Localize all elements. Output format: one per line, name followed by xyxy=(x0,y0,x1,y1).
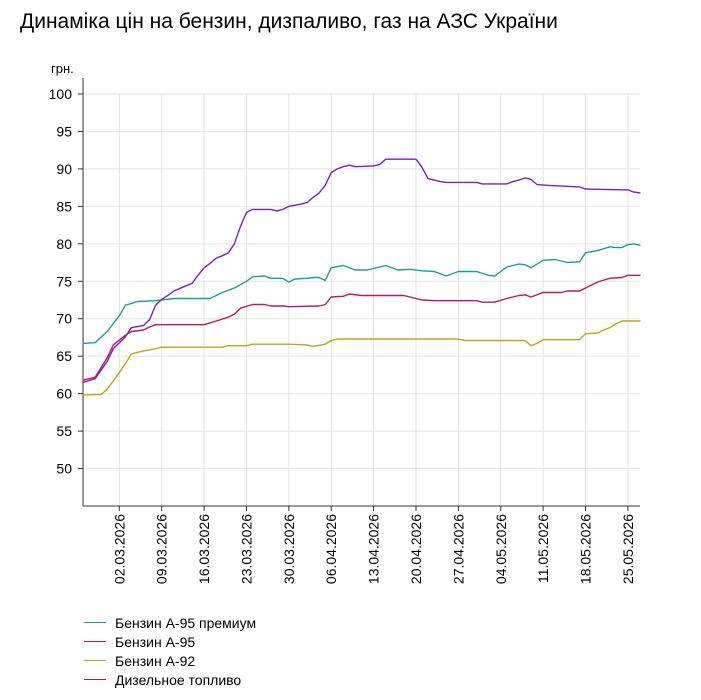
x-tick-label: 04.05.2026 xyxy=(493,514,509,584)
y-tick-label: 65 xyxy=(56,348,72,364)
legend-label: Бензин А-92 xyxy=(115,652,196,669)
x-tick-label: 11.05.2026 xyxy=(535,514,551,583)
x-tick-label: 09.03.2026 xyxy=(154,514,170,584)
chart-legend: Бензин А-95 премиум Бензин А-95 Бензин А-9… xyxy=(84,613,256,689)
series-line-3 xyxy=(82,320,641,396)
legend-swatch xyxy=(84,660,106,661)
legend-item: Дизельное топливо xyxy=(84,670,256,689)
x-tick-label: 30.03.2026 xyxy=(281,514,297,584)
x-tick-label: 27.04.2026 xyxy=(450,514,466,584)
legend-item: Бензин А-95 премиум xyxy=(84,613,256,632)
y-tick-label: 70 xyxy=(56,311,72,327)
y-tick-label: 85 xyxy=(56,198,72,214)
x-tick-label: 23.03.2026 xyxy=(238,514,254,584)
y-tick-label: 75 xyxy=(56,273,72,289)
legend-item: Бензин А-92 xyxy=(84,651,256,670)
y-tick-label: 60 xyxy=(56,386,72,402)
y-axis-label: грн. xyxy=(51,61,74,76)
y-tick-label: 50 xyxy=(56,461,72,477)
legend-label: Бензин А-95 xyxy=(115,633,196,650)
x-tick-label: 18.05.2026 xyxy=(578,514,594,584)
series-line-1 xyxy=(82,243,641,345)
legend-item: Бензин А-95 xyxy=(84,632,256,651)
legend-swatch xyxy=(84,641,106,642)
legend-swatch xyxy=(84,679,106,680)
legend-swatch xyxy=(84,622,106,623)
x-tick-label: 13.04.2026 xyxy=(366,514,382,584)
legend-label: Бензин А-95 премиум xyxy=(115,614,257,631)
legend-label: Дизельное топливо xyxy=(115,671,242,688)
x-tick-label: 20.04.2026 xyxy=(408,514,424,584)
x-tick-label: 16.03.2026 xyxy=(196,514,212,584)
chart-title: Динаміка цін на бензин, дизпаливо, газ н… xyxy=(20,10,558,33)
x-tick-label: 02.03.2026 xyxy=(111,514,127,584)
y-tick-label: 90 xyxy=(56,161,72,177)
series-line-2 xyxy=(82,274,641,381)
y-tick-label: 100 xyxy=(49,86,73,102)
y-tick-label: 80 xyxy=(56,236,72,252)
y-tick-label: 55 xyxy=(56,423,72,439)
y-tick-label: 95 xyxy=(56,123,72,139)
x-tick-label: 06.04.2026 xyxy=(323,514,339,584)
series-line-4 xyxy=(82,158,641,384)
x-tick-label: 25.05.2026 xyxy=(620,514,636,584)
